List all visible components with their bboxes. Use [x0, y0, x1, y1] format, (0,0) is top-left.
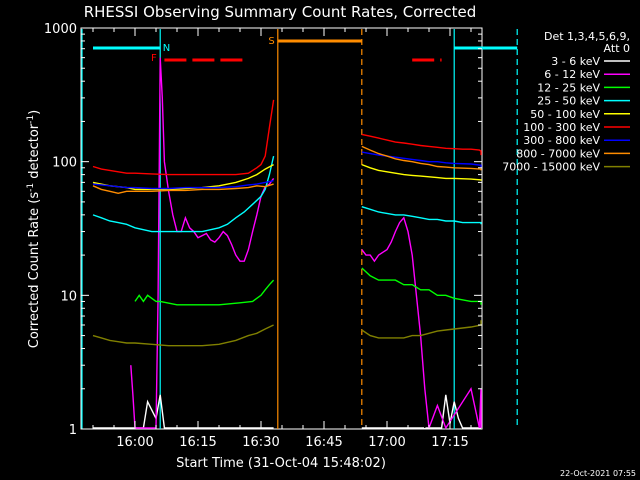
- series-line: [92, 324, 274, 347]
- series-3: [134, 267, 482, 306]
- legend-entry-label: 25 - 50 keV: [537, 95, 600, 108]
- series-line: [92, 99, 275, 176]
- y-axis: 1 10 100 1000: [44, 22, 482, 438]
- series-7: [92, 151, 482, 190]
- y-axis-label-mid: detector: [27, 123, 42, 183]
- x-tick-label: 16:30: [242, 435, 279, 450]
- y-axis-label: Corrected Count Rate (s-1 detector-1): [26, 110, 42, 348]
- status-flags: NF S: [93, 36, 518, 64]
- chart-title: RHESSI Observing Summary Count Rates, Co…: [84, 3, 477, 21]
- series-line: [92, 183, 274, 195]
- series-line: [361, 320, 482, 339]
- x-tick-label: 16:00: [116, 435, 153, 450]
- y-tick-label: 1000: [44, 22, 77, 37]
- legend-entry-label: 800 - 7000 keV: [516, 147, 600, 160]
- y-tick-label: 10: [60, 289, 77, 304]
- legend-entry-label: 3 - 6 keV: [551, 55, 600, 68]
- series-layer: [92, 57, 482, 430]
- legend-header-detectors: Det 1,3,4,5,6,9,: [544, 30, 630, 43]
- y-axis-label-end: ): [27, 110, 42, 115]
- y-axis-label-sup1: -1: [26, 183, 36, 192]
- legend-entry-label: 7000 - 15000 keV: [502, 161, 600, 174]
- flag-marker-s: S: [268, 36, 274, 47]
- y-tick-label: 100: [52, 156, 77, 171]
- series-line: [361, 163, 482, 181]
- generation-timestamp: 22-Oct-2021 07:55: [560, 469, 636, 478]
- x-tick-label: 16:15: [179, 435, 216, 450]
- series-line: [361, 145, 482, 171]
- series-line: [361, 133, 482, 156]
- legend-entry-label: 50 - 100 keV: [530, 108, 600, 121]
- series-4: [92, 155, 482, 233]
- y-axis-label-main: Corrected Count Rate (s: [27, 192, 42, 349]
- series-line: [92, 180, 274, 190]
- series-line: [361, 206, 482, 225]
- x-tick-label: 17:15: [431, 435, 468, 450]
- series-line: [361, 195, 426, 429]
- flag-marker-f: F: [151, 53, 157, 64]
- series-line: [130, 57, 275, 429]
- series-line: [134, 279, 275, 306]
- flag-marker-n: N: [163, 43, 170, 54]
- x-axis: 16:00 16:15 16:30 16:45 17:00 17:15: [92, 28, 472, 450]
- legend-entry-label: 12 - 25 keV: [537, 81, 600, 94]
- series-2: [130, 57, 482, 430]
- legend-entry-label: 6 - 12 keV: [544, 68, 600, 81]
- legend-entry-label: 300 - 800 keV: [523, 134, 600, 147]
- series-line: [92, 155, 275, 233]
- series-8: [92, 145, 482, 195]
- x-tick-label: 16:45: [305, 435, 342, 450]
- series-line: [361, 216, 482, 430]
- y-axis-label-sup2: -1: [26, 115, 36, 124]
- legend-entry-label: 100 - 300 keV: [523, 121, 600, 134]
- legend-header-attenuator: Att 0: [604, 42, 630, 55]
- series-line: [361, 151, 482, 168]
- series-line: [361, 267, 482, 305]
- series-9: [92, 320, 482, 347]
- series-6: [92, 99, 482, 176]
- y-tick-label: 1: [69, 423, 77, 438]
- x-tick-label: 17:00: [368, 435, 405, 450]
- series-line: [361, 394, 481, 429]
- x-axis-label: Start Time (31-Oct-04 15:48:02): [176, 456, 386, 471]
